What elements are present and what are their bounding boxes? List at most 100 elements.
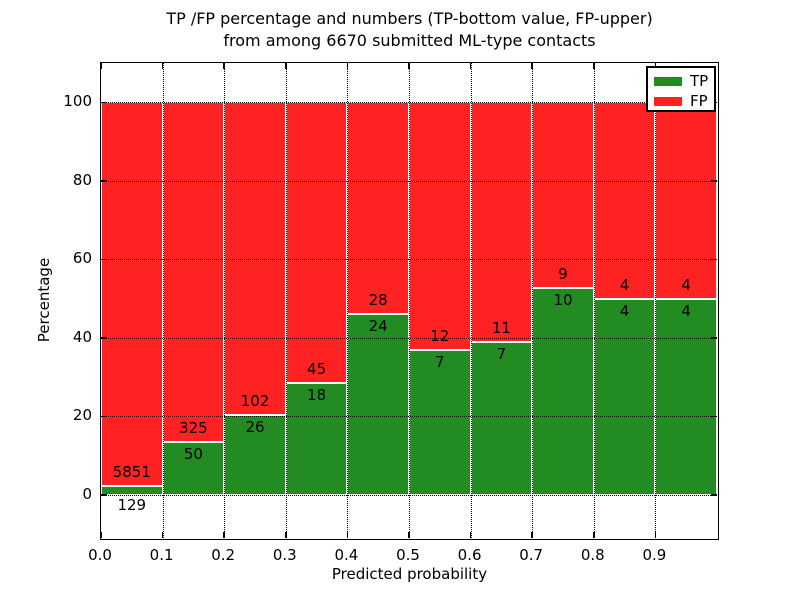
y-tick-label: 80 — [72, 170, 92, 189]
v-gridline — [655, 63, 657, 538]
fp-count-label: 28 — [368, 290, 388, 309]
legend: TP FP — [646, 66, 716, 112]
fp-bar-segment — [347, 102, 409, 314]
y-axis-label: Percentage — [35, 257, 53, 343]
plot-inner: 5851 129 325 50 102 26 45 18 28 24 12 7 11 7 9 10 4 4 4 4 — [100, 63, 717, 538]
tp-count-label: 4 — [619, 301, 630, 320]
fp-count-label: 45 — [307, 359, 327, 378]
tp-legend-swatch — [654, 77, 682, 86]
bar-column: 325 50 — [162, 102, 225, 495]
tp-count-label: 10 — [553, 291, 573, 310]
x-tick-bottom — [100, 532, 102, 538]
x-tick-label: 0.9 — [642, 546, 667, 564]
chart-title: TP /FP percentage and numbers (TP-bottom… — [100, 8, 719, 52]
tp-bar-segment — [409, 350, 471, 495]
fp-count-label: 102 — [240, 392, 270, 411]
x-tick-top — [593, 63, 595, 69]
x-tick-bottom — [531, 532, 533, 538]
x-tick-label: 0.8 — [580, 546, 605, 564]
tp-bar-segment — [285, 382, 348, 495]
legend-entry-fp: FP — [648, 93, 714, 109]
y-tick-right — [711, 415, 717, 418]
y-tick-label: 0 — [82, 484, 92, 503]
y-tick-left — [101, 494, 107, 496]
x-tick-label: 0.4 — [334, 546, 359, 564]
tp-bar-segment — [655, 298, 717, 495]
bar-column: 45 18 — [285, 102, 348, 495]
v-gridline — [347, 63, 349, 538]
fp-count-label: 9 — [558, 265, 568, 284]
bar-column: 9 10 — [532, 102, 594, 495]
x-tick-top — [223, 63, 225, 69]
bar-column: 28 24 — [347, 102, 409, 495]
v-gridline — [470, 63, 472, 538]
x-tick-top — [161, 63, 164, 69]
y-tick-right — [711, 494, 717, 496]
v-gridline — [162, 63, 164, 538]
v-gridline — [532, 63, 534, 538]
y-tick-right — [711, 180, 717, 182]
bars-region: 5851 129 325 50 102 26 45 18 28 24 12 7 11 7 9 10 4 4 4 4 — [101, 102, 717, 513]
fp-bar-segment — [162, 102, 225, 443]
tp-count-label: 7 — [496, 345, 507, 364]
tp-bar-segment — [162, 442, 225, 495]
fp-legend-swatch — [654, 97, 682, 106]
chart-title-line1: TP /FP percentage and numbers (TP-bottom… — [166, 9, 653, 28]
fp-count-label: 4 — [619, 275, 630, 294]
x-tick-bottom — [469, 532, 472, 538]
tp-legend-label: TP — [690, 72, 709, 90]
x-tick-top — [346, 63, 349, 69]
y-tick-left — [101, 101, 107, 103]
y-tick-label: 20 — [72, 406, 92, 425]
bar-column: 11 7 — [470, 102, 533, 495]
x-tick-label: 0.0 — [88, 546, 112, 564]
tp-bar-segment — [224, 415, 286, 495]
fp-count-label: 11 — [491, 319, 511, 338]
y-tick-left — [101, 180, 107, 182]
fp-bar-segment — [285, 102, 348, 383]
y-tick-label: 60 — [72, 249, 92, 268]
y-tick-label: 100 — [63, 92, 92, 111]
fp-bar-segment — [409, 102, 471, 351]
fp-count-label: 5851 — [112, 463, 151, 482]
x-tick-label: 0.1 — [149, 546, 174, 564]
tp-count-label: 50 — [183, 445, 203, 464]
x-tick-label: 0.3 — [272, 546, 297, 564]
fp-count-label: 12 — [430, 327, 450, 346]
plot-area: 5851 129 325 50 102 26 45 18 28 24 12 7 11 7 9 10 4 4 4 4 — [100, 62, 719, 540]
y-tick-left — [101, 337, 107, 339]
y-tick-left — [101, 258, 107, 261]
x-tick-label: 0.6 — [457, 546, 482, 564]
fp-bar-segment — [655, 102, 717, 299]
chart-title-line2: from among 6670 submitted ML-type contac… — [223, 31, 596, 50]
x-tick-top — [408, 63, 410, 69]
tp-count-label: 4 — [681, 301, 691, 320]
x-tick-bottom — [654, 532, 657, 538]
tp-bar-segment — [532, 288, 594, 495]
bar-column: 102 26 — [224, 102, 286, 495]
tp-bar-segment — [593, 298, 656, 495]
bar-column: 5851 129 — [101, 102, 163, 513]
x-tick-label: 0.7 — [519, 546, 544, 564]
fp-count-label: 325 — [179, 419, 208, 438]
x-tick-top — [285, 63, 287, 69]
y-tick-right — [711, 258, 717, 261]
x-tick-top — [531, 63, 533, 69]
fp-legend-label: FP — [690, 92, 708, 110]
v-gridline — [409, 63, 410, 538]
y-tick-right — [711, 337, 717, 339]
v-gridline — [593, 63, 595, 538]
tp-count-label: 7 — [435, 353, 445, 372]
v-gridline — [285, 63, 287, 538]
x-tick-label: 0.2 — [211, 546, 236, 564]
tp-count-label: 24 — [368, 316, 388, 335]
x-tick-bottom — [223, 532, 225, 538]
v-gridline — [224, 63, 226, 538]
fp-bar-segment — [593, 102, 656, 299]
x-tick-top — [100, 63, 102, 69]
x-tick-bottom — [346, 532, 349, 538]
tp-bar-segment — [347, 313, 409, 495]
legend-entry-tp: TP — [648, 73, 714, 89]
